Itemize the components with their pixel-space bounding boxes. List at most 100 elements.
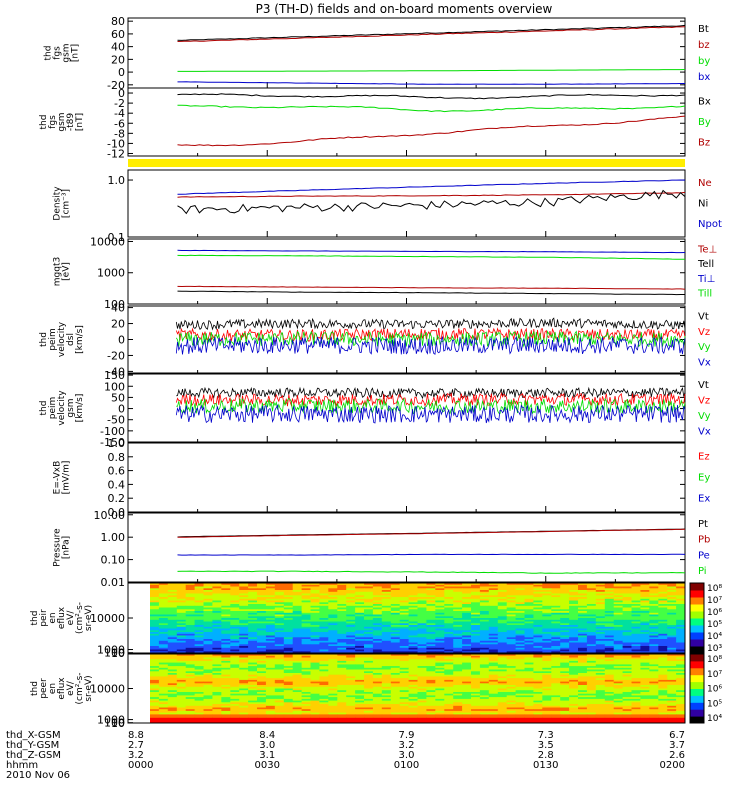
heatmap-cell xyxy=(301,583,311,586)
heatmap-cell xyxy=(337,584,347,588)
heatmap-cell xyxy=(435,666,445,669)
heatmap-cell xyxy=(346,625,356,628)
heatmap-cell xyxy=(257,619,267,623)
heatmap-cell xyxy=(595,607,606,610)
heatmap-cell xyxy=(167,644,178,647)
heatmap-cell xyxy=(408,716,418,719)
heatmap-cell xyxy=(667,605,677,609)
heatmap-cell xyxy=(488,614,499,617)
heatmap-cell xyxy=(506,674,517,677)
heatmap-cell xyxy=(417,678,427,681)
heatmap-cell xyxy=(462,644,472,647)
heatmap-cell xyxy=(283,595,294,598)
heatmap-cell xyxy=(158,586,169,589)
heatmap-cell xyxy=(649,588,659,591)
heatmap-cell xyxy=(212,618,222,621)
heatmap-cell xyxy=(283,664,294,667)
heatmap-cell xyxy=(265,644,276,647)
heatmap-cell xyxy=(649,626,659,630)
heatmap-cell xyxy=(310,662,320,665)
heatmap-cell xyxy=(586,593,597,596)
heatmap-cell xyxy=(167,625,178,628)
heatmap-cell xyxy=(649,712,659,715)
heatmap-cell xyxy=(212,698,222,702)
heatmap-cell xyxy=(676,623,686,626)
heatmap-cell xyxy=(381,630,392,633)
heatmap-cell xyxy=(346,605,356,609)
heatmap-cell xyxy=(524,669,534,672)
heatmap-cell xyxy=(319,602,329,605)
heatmap-cell xyxy=(399,695,410,698)
heatmap-cell xyxy=(257,607,267,610)
heatmap-cell xyxy=(649,614,659,617)
heatmap-cell xyxy=(346,702,356,705)
heatmap-cell xyxy=(649,632,659,635)
heatmap-cell xyxy=(426,611,436,614)
heatmap-cell xyxy=(364,712,374,715)
heatmap-cell xyxy=(265,710,276,714)
heatmap-cell xyxy=(658,628,668,631)
y-tick-label: 80 xyxy=(111,15,125,28)
heatmap-cell xyxy=(560,586,570,589)
y-tick-label: 0.0 xyxy=(108,506,126,519)
heatmap-cell xyxy=(274,588,285,591)
heatmap-cell xyxy=(390,611,401,614)
heatmap-cell xyxy=(586,639,597,642)
heatmap-cell xyxy=(301,669,311,672)
heatmap-cell xyxy=(310,707,320,710)
heatmap-cell xyxy=(488,693,499,696)
heatmap-cell xyxy=(586,583,597,586)
heatmap-cell xyxy=(399,685,410,688)
heatmap-cell xyxy=(337,623,347,626)
heatmap-cell xyxy=(355,660,365,664)
heatmap-cell xyxy=(578,605,588,609)
heatmap-cell xyxy=(292,600,303,603)
heatmap-cell xyxy=(640,702,650,705)
heatmap-cell xyxy=(604,686,615,689)
heatmap-cell xyxy=(578,632,588,635)
heatmap-cell xyxy=(364,621,374,624)
heatmap-cell xyxy=(640,710,650,714)
heatmap-cell xyxy=(337,630,347,633)
heatmap-cell xyxy=(479,609,490,612)
heatmap-cell xyxy=(676,714,686,717)
heatmap-cell xyxy=(150,671,160,674)
heatmap-cell xyxy=(578,626,588,630)
heatmap-cell xyxy=(658,633,668,637)
heatmap-cell xyxy=(586,614,597,617)
heatmap-cell xyxy=(176,688,187,691)
heatmap-cell xyxy=(551,588,561,591)
heatmap-cell xyxy=(569,704,579,707)
heatmap-cell xyxy=(479,698,490,702)
heatmap-cell xyxy=(640,591,650,595)
heatmap-cell xyxy=(417,635,427,638)
heatmap-cell xyxy=(551,685,561,688)
y-axis-label: sr-eV) xyxy=(84,675,94,701)
heatmap-cell xyxy=(158,611,169,614)
heatmap-cell xyxy=(649,618,659,621)
heatmap-cell xyxy=(185,666,196,669)
heatmap-cell xyxy=(560,626,570,630)
heatmap-cell xyxy=(444,586,454,589)
heatmap-cell xyxy=(274,597,285,600)
heatmap-cell xyxy=(337,651,347,654)
heatmap-cell xyxy=(444,632,454,635)
heatmap-cell xyxy=(462,697,472,700)
heatmap-cell xyxy=(676,588,686,591)
heatmap-cell xyxy=(239,647,249,651)
heatmap-cell xyxy=(488,662,499,665)
heatmap-cell xyxy=(649,633,659,637)
heatmap-cell xyxy=(578,709,588,712)
heatmap-cell xyxy=(631,597,641,600)
y-axis-label: eV/ xyxy=(66,680,76,696)
heatmap-cell xyxy=(346,642,356,645)
heatmap-cell xyxy=(185,678,196,681)
heatmap-cell xyxy=(640,646,650,649)
heatmap-cell xyxy=(150,709,160,712)
heatmap-cell xyxy=(515,605,525,609)
heatmap-cell xyxy=(524,659,534,662)
heatmap-cell xyxy=(239,616,249,619)
heatmap-cell xyxy=(604,690,615,693)
heatmap-cell xyxy=(595,628,606,631)
